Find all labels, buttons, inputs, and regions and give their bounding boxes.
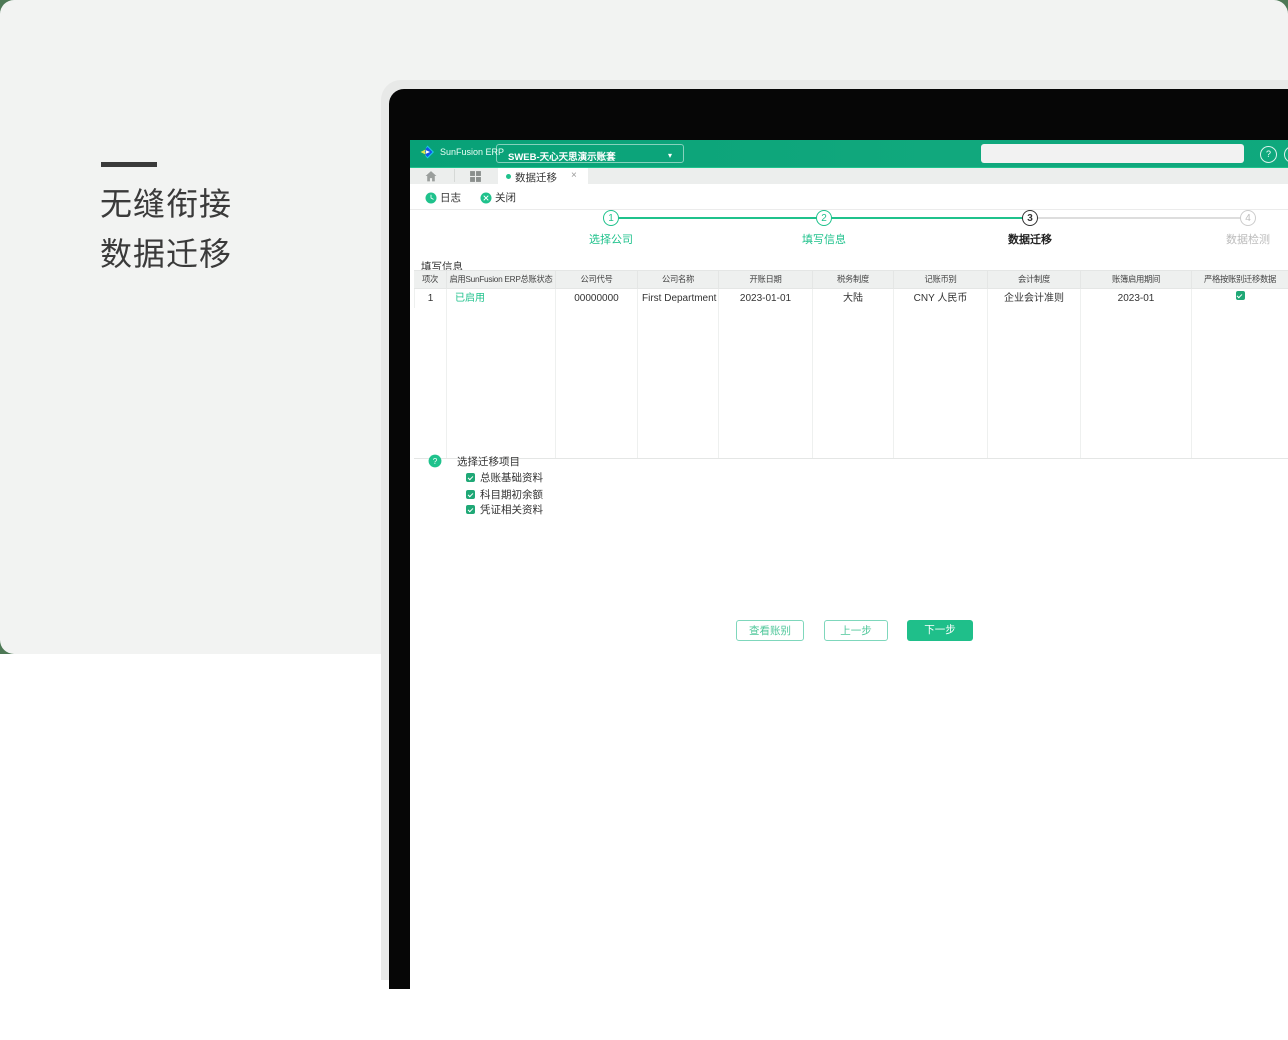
svg-text:?: ? — [433, 457, 438, 466]
